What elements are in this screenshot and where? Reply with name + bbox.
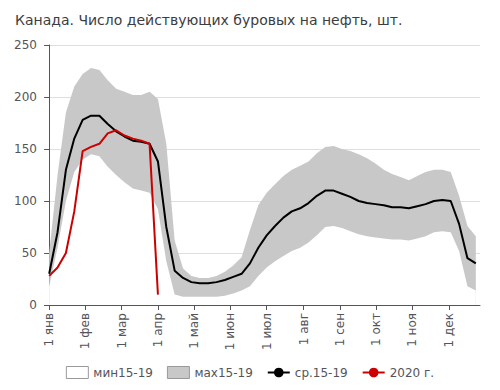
svg-text:1 май: 1 май	[187, 313, 201, 349]
svg-text:1 янв: 1 янв	[42, 313, 56, 347]
svg-text:1 авг: 1 авг	[297, 313, 311, 345]
svg-text:мин15-19: мин15-19	[93, 366, 153, 380]
svg-text:1 июн: 1 июн	[223, 313, 237, 350]
svg-text:2020 г.: 2020 г.	[390, 366, 434, 380]
svg-text:100: 100	[14, 194, 37, 208]
svg-text:Канада. Число действующих буро: Канада. Число действующих буровых на неф…	[15, 12, 402, 28]
svg-text:250: 250	[14, 38, 37, 52]
svg-text:1 окт: 1 окт	[369, 313, 383, 346]
svg-text:1 апр: 1 апр	[151, 313, 165, 347]
svg-text:150: 150	[14, 142, 37, 156]
svg-text:200: 200	[14, 90, 37, 104]
svg-text:мах15-19: мах15-19	[194, 366, 252, 380]
svg-text:0: 0	[29, 298, 37, 312]
svg-text:50: 50	[22, 246, 37, 260]
svg-text:ср.15-19: ср.15-19	[295, 366, 348, 380]
svg-text:1 июл: 1 июл	[260, 313, 274, 350]
svg-text:1 мар: 1 мар	[115, 313, 129, 348]
svg-text:1 дек: 1 дек	[442, 313, 456, 347]
svg-text:1 сен: 1 сен	[333, 313, 347, 346]
svg-text:1 фев: 1 фев	[78, 313, 92, 349]
svg-text:1 ноя: 1 ноя	[405, 313, 419, 347]
